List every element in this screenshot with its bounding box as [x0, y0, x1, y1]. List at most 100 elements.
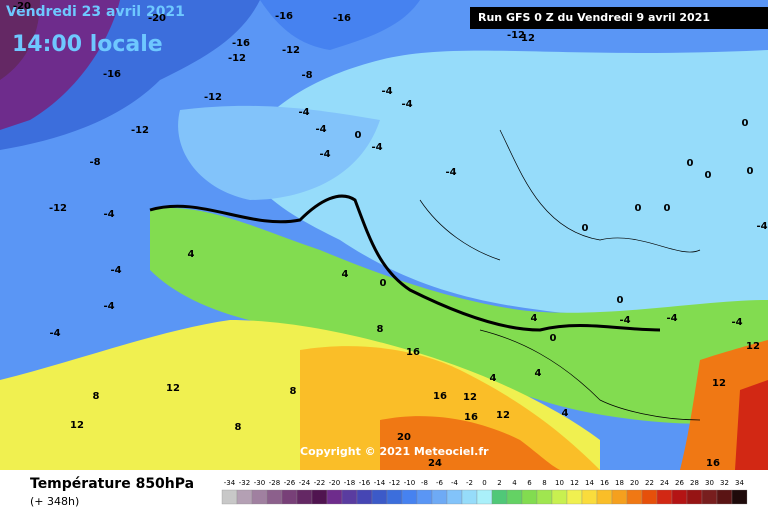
coastline — [419, 129, 701, 421]
scale-swatch — [581, 489, 598, 505]
contour-labels: -20 -20 -16 -16 -16 -12 -12 -16 -8 -12 -4 -4 -12 -4 -4… — [13, 1, 768, 469]
contour-label: -4 — [103, 301, 114, 312]
coldest-region — [0, 0, 40, 80]
scale-swatch — [671, 489, 688, 505]
contour-label: 8 — [235, 422, 242, 433]
contour-label: -4 — [401, 99, 412, 110]
scale-label: -10 — [404, 479, 415, 487]
contour-label: -12 — [49, 203, 67, 214]
contour-label: -4 — [756, 221, 767, 232]
contour-label: 16 — [706, 458, 720, 469]
scale-swatch — [536, 489, 553, 505]
scale-label: -12 — [389, 479, 400, 487]
scale-label: -16 — [359, 479, 371, 487]
contour-label: -4 — [445, 167, 456, 178]
scale-label: 32 — [720, 479, 729, 487]
scale-swatch — [476, 489, 493, 505]
scale-swatch — [611, 489, 628, 505]
contour-label: -4 — [381, 86, 392, 97]
scale-swatch — [326, 489, 343, 505]
contour-label: 0 — [617, 295, 624, 306]
scale-swatch — [341, 489, 358, 505]
contour-label: -4 — [666, 313, 677, 324]
green-band — [150, 208, 768, 424]
contour-label: 16 — [464, 412, 478, 423]
scale-swatch — [356, 489, 373, 505]
scale-label: -2 — [466, 479, 473, 487]
contour-label: -12 — [507, 30, 525, 41]
scale-label: 16 — [600, 479, 609, 487]
scale-label: -18 — [344, 479, 355, 487]
scale-label: 12 — [570, 479, 579, 487]
scale-swatch — [371, 489, 388, 505]
contour-label: -4 — [49, 328, 60, 339]
contour-label: 0 — [582, 223, 589, 234]
scale-swatch — [641, 489, 658, 505]
scale-swatch — [626, 489, 643, 505]
contour-label: 12 — [463, 392, 477, 403]
contour-label: 0 — [664, 203, 671, 214]
contour-label: 0 — [687, 158, 694, 169]
contour-label: 12 — [166, 383, 180, 394]
scale-swatch — [686, 489, 703, 505]
scale-label: 26 — [675, 479, 684, 487]
scale-label: -22 — [314, 479, 325, 487]
contour-label: 8 — [290, 386, 297, 397]
scale-label: -30 — [254, 479, 265, 487]
scale-label: 18 — [615, 479, 624, 487]
contour-label: 0 — [380, 278, 387, 289]
cold-region — [260, 0, 420, 50]
contour-label: -4 — [731, 317, 742, 328]
contour-label: -20 — [148, 13, 166, 24]
contour-label: 4 — [531, 313, 538, 324]
contour-label: 4 — [188, 249, 195, 260]
contour-label: -16 — [232, 38, 250, 49]
contour-label: -4 — [103, 209, 114, 220]
mild-region — [240, 50, 768, 315]
scale-swatch — [236, 489, 253, 505]
contour-label: 12 — [712, 378, 726, 389]
scale-swatch — [221, 489, 238, 505]
contour-label: 0 — [705, 170, 712, 181]
contour-label: 4 — [342, 269, 349, 280]
contour-label: 12 — [746, 341, 760, 352]
run-box — [470, 7, 768, 29]
scale-label: -34 — [224, 479, 236, 487]
contour-label: 24 — [428, 458, 442, 469]
scale-swatch — [266, 489, 283, 505]
hottest-region — [735, 380, 768, 470]
lead-time: (+ 348h) — [30, 495, 79, 508]
contour-label: 8 — [377, 324, 384, 335]
contour-label: 0 — [355, 130, 362, 141]
contour-label: 0 — [742, 118, 749, 129]
scale-label: -26 — [284, 479, 296, 487]
scale-swatch — [491, 489, 508, 505]
scale-swatch — [431, 489, 448, 505]
date: Vendredi 23 avril 2021 — [6, 4, 185, 20]
scale-label: -24 — [299, 479, 311, 487]
contour-label: 16 — [433, 391, 447, 402]
scale-label: 8 — [542, 479, 546, 487]
contour-label: -8 — [301, 70, 312, 81]
scale-label: -6 — [436, 479, 444, 487]
scale-label: 0 — [482, 479, 486, 487]
scale-swatch — [656, 489, 673, 505]
contour-label: -4 — [371, 142, 382, 153]
contour-label: -8 — [89, 157, 100, 168]
scale-label: -28 — [269, 479, 280, 487]
contour-label: -4 — [319, 149, 330, 160]
contour-label: 20 — [397, 432, 411, 443]
contour-label: 4 — [535, 368, 542, 379]
contour-label: 4 — [562, 408, 569, 419]
scale-label: 30 — [705, 479, 714, 487]
contour-label: 12 — [496, 410, 510, 421]
contour-label: -16 — [103, 69, 121, 80]
contour-label: -4 — [619, 315, 630, 326]
contour-label: -4 — [298, 107, 309, 118]
cool-region — [178, 105, 380, 200]
scale-label: 6 — [527, 479, 532, 487]
scale-label: -8 — [421, 479, 428, 487]
scale-label: -14 — [374, 479, 386, 487]
contour-label: 8 — [93, 391, 100, 402]
